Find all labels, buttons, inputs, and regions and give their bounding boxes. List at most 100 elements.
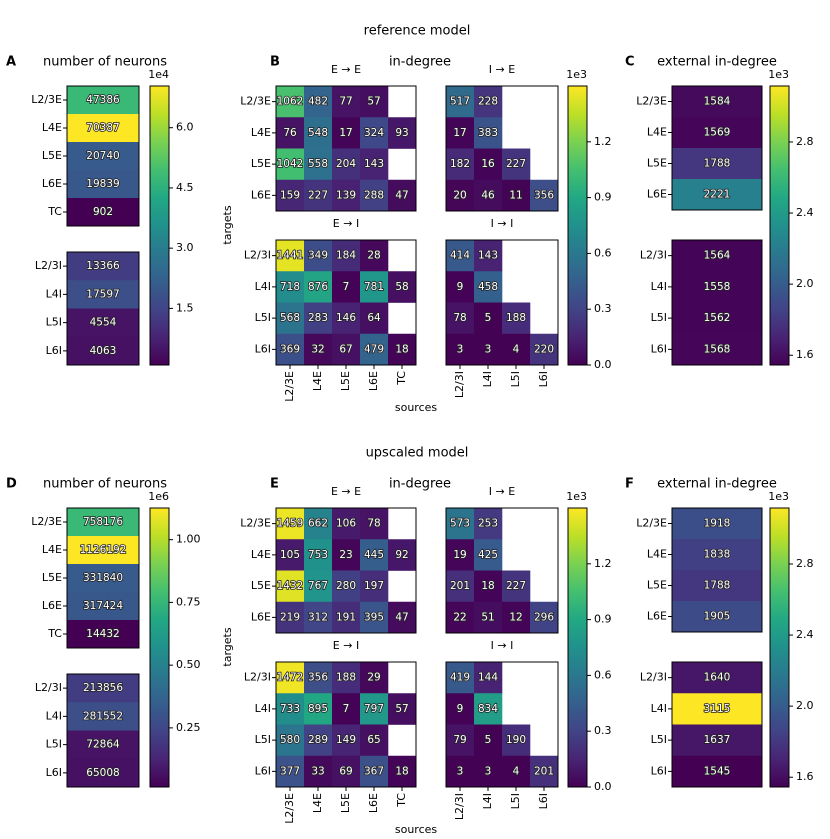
heatmap-cell: [388, 755, 417, 788]
heatmap-cell: [446, 601, 475, 634]
heatmap-cell: [446, 302, 475, 335]
cell-value: 458: [478, 281, 498, 293]
row-label: L6I: [651, 342, 667, 355]
col-label: L5E: [339, 371, 352, 391]
cell-value: 548: [308, 127, 328, 139]
heatmap-cell: [502, 755, 531, 788]
colorbar-tick-label: 0.25: [176, 721, 201, 734]
cell-value: 204: [336, 158, 356, 170]
heatmap-cell: [276, 662, 305, 694]
cell-value: 17: [453, 127, 466, 139]
cell-value: 58: [395, 281, 408, 293]
row-label: L5I: [651, 311, 667, 324]
heatmap-cell: [67, 758, 139, 788]
cell-value: 662: [308, 518, 328, 530]
heatmap-cell: [276, 148, 305, 181]
row-label: L2/3I: [35, 681, 62, 694]
col-label: TC: [395, 793, 408, 808]
col-label: L5I: [509, 793, 522, 809]
heatmap-cell: [67, 702, 139, 731]
cell-value: 1569: [704, 127, 731, 139]
heatmap-cell: [672, 539, 762, 571]
colorbar-tick-label: 0.50: [176, 658, 201, 671]
cell-value: 33: [311, 765, 324, 777]
cell-value: 76: [283, 127, 297, 139]
cell-value: 356: [308, 672, 328, 684]
heatmap-cell: [446, 693, 475, 725]
colorbar: [567, 507, 588, 788]
row-label: L4I: [255, 702, 271, 715]
heatmap-cell: [672, 693, 762, 725]
heatmap-cell: [388, 333, 417, 366]
heatmap-cell: [304, 333, 333, 366]
heatmap-cell: [332, 148, 361, 181]
cell-value: 79: [453, 734, 466, 746]
row-label: L2/3E: [31, 515, 62, 528]
row-label: L2/3E: [636, 517, 667, 530]
heatmap-cell: [446, 86, 475, 118]
cell-value: 573: [450, 518, 470, 530]
panel-letter: B: [270, 55, 280, 70]
group-frame: [671, 239, 763, 366]
cell-value: 3: [485, 343, 492, 355]
x-axis-label: sources: [395, 823, 438, 836]
colorbar-tick-label: 6.0: [176, 121, 194, 134]
colorbar-tick-label: 4.5: [176, 181, 194, 194]
cell-value: 77: [339, 96, 352, 108]
row-label: L6E: [42, 599, 62, 612]
cell-value: 253: [478, 518, 498, 530]
cell-value: 227: [506, 158, 526, 170]
heatmap-cell: [276, 179, 305, 212]
cell-value: 580: [280, 734, 300, 746]
row-label: L6E: [42, 177, 62, 190]
cell-value: 219: [280, 611, 300, 623]
heatmap-cell: [672, 601, 762, 633]
cell-value: 64: [367, 312, 381, 324]
cell-value: 144: [478, 672, 498, 684]
colorbar: [769, 85, 790, 366]
row-label: L2/3I: [640, 671, 667, 684]
heatmap-cell: [672, 302, 762, 335]
cell-value: 3: [457, 343, 464, 355]
heatmap-cell: [304, 539, 333, 571]
heatmap-cell: [67, 86, 139, 115]
heatmap-cell: [276, 333, 305, 366]
cell-value: 220: [534, 343, 554, 355]
cell-value: 72864: [86, 739, 120, 751]
col-label: L4E: [311, 793, 324, 813]
cell-value: 149: [336, 734, 356, 746]
col-label: L5I: [509, 371, 522, 387]
row-label: L4E: [647, 126, 667, 139]
cell-value: 296: [534, 611, 554, 623]
heatmap-cell: [332, 508, 361, 540]
cell-value: 1432: [277, 580, 304, 592]
cell-value: 201: [534, 765, 554, 777]
cell-value: 227: [308, 189, 328, 201]
panel-letter: D: [6, 477, 17, 492]
cell-value: 29: [367, 672, 380, 684]
row-label: L5E: [251, 579, 271, 592]
cell-value: 1062: [277, 96, 304, 108]
cell-value: 5: [485, 312, 492, 324]
heatmap-cell: [276, 508, 305, 540]
colorbar: [769, 507, 790, 788]
heatmap-cell: [474, 508, 503, 540]
group-frame: [66, 507, 140, 649]
heatmap-cell: [276, 271, 305, 303]
block-frame: [445, 661, 559, 788]
colorbar-tick-label: 1.00: [176, 533, 201, 546]
y-axis-label: targets: [221, 627, 234, 666]
heatmap-cell: [276, 539, 305, 571]
heatmap-cell: [388, 179, 417, 212]
heatmap-cell: [67, 674, 139, 703]
panel-title: number of neurons: [43, 477, 167, 492]
heatmap-cell: [474, 693, 503, 725]
cell-value: 419: [450, 672, 470, 684]
heatmap-cell: [332, 693, 361, 725]
cell-value: 1918: [704, 518, 731, 530]
cell-value: 143: [478, 250, 498, 262]
colorbar-tick-label: 0.9: [594, 191, 612, 204]
heatmap-cell: [388, 117, 417, 149]
colorbar-exponent: 1e3: [566, 490, 587, 503]
block-frame: [445, 239, 559, 366]
